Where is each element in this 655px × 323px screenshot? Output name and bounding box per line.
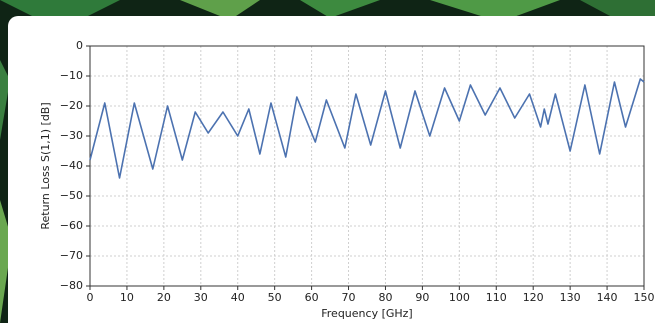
- x-tick-label: 150: [634, 291, 655, 304]
- y-tick-label: −60: [60, 219, 83, 232]
- x-tick-label: 80: [378, 291, 392, 304]
- x-axis-label: Frequency [GHz]: [321, 307, 412, 320]
- y-tick-label: −80: [60, 279, 83, 292]
- y-tick-label: −30: [60, 129, 83, 142]
- x-tick-label: 100: [449, 291, 470, 304]
- x-tick-label: 20: [157, 291, 171, 304]
- x-tick-label: 120: [523, 291, 544, 304]
- y-tick-label: 0: [76, 39, 83, 52]
- x-tick-label: 60: [305, 291, 319, 304]
- x-tick-label: 140: [597, 291, 618, 304]
- x-tick-label: 130: [560, 291, 581, 304]
- y-tick-label: −50: [60, 189, 83, 202]
- x-tick-label: 90: [415, 291, 429, 304]
- y-axis-label: Return Loss S(1,1) [dB]: [39, 102, 52, 229]
- x-tick-label: 50: [268, 291, 282, 304]
- x-tick-label: 0: [87, 291, 94, 304]
- data-line: [89, 78, 645, 179]
- card: [8, 16, 655, 323]
- y-tick-label: −20: [60, 99, 83, 112]
- y-tick-label: −40: [60, 159, 83, 172]
- x-tick-label: 30: [194, 291, 208, 304]
- x-tick-label: 40: [231, 291, 245, 304]
- x-tick-label: 110: [486, 291, 507, 304]
- y-tick-label: −10: [60, 69, 83, 82]
- y-tick-label: −70: [60, 249, 83, 262]
- plot-frame: [89, 45, 645, 287]
- x-tick-label: 70: [342, 291, 356, 304]
- x-tick-label: 10: [120, 291, 134, 304]
